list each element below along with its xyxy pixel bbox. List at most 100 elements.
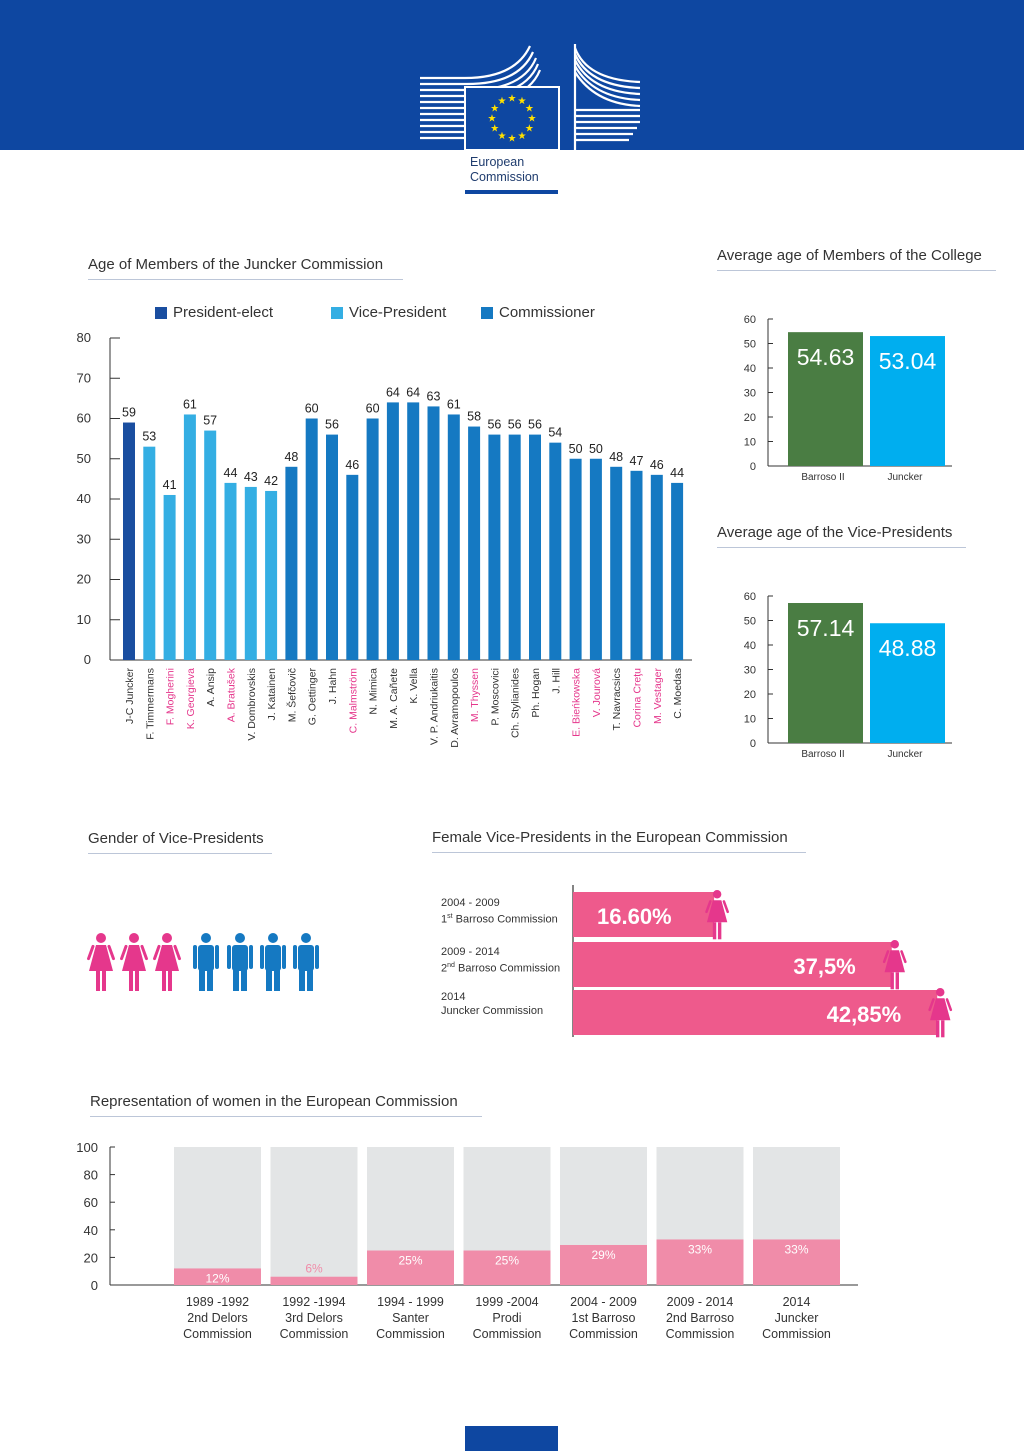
women-category-label: Juncker	[775, 1311, 819, 1325]
age-value-label: 42	[264, 474, 278, 488]
women-category-label: 2nd Barroso	[666, 1311, 734, 1325]
avg-age-college-chart: 0 10 20 30 40 50 60 54.63 Barroso II 53.04 Juncker	[744, 314, 952, 483]
person-torso	[198, 945, 214, 971]
avg-value-label: 57.14	[797, 615, 855, 641]
age-value-label: 50	[569, 442, 583, 456]
person-arm	[140, 944, 148, 961]
women-value-label: 29%	[591, 1248, 615, 1262]
eu-star: ★	[488, 114, 497, 125]
person-torso	[265, 945, 281, 971]
age-bar	[285, 466, 298, 660]
fvp-value-label: 16.60%	[597, 904, 672, 929]
eu-star: ★	[518, 96, 527, 107]
age-value-label: 56	[508, 418, 522, 432]
women-category-label: Prodi	[492, 1311, 521, 1325]
eu-star: ★	[525, 124, 534, 135]
person-dress	[930, 998, 951, 1021]
member-name-label: M. Vestager	[652, 668, 664, 725]
women-category-label: Commission	[666, 1327, 735, 1341]
logo-wordmark: European Commission	[470, 155, 539, 185]
fvp-commission-name: Barroso Commission	[457, 962, 561, 975]
person-leg	[207, 969, 213, 991]
member-name-label: M. Thyssen	[469, 668, 481, 722]
member-name-label: D. Avramopoulos	[449, 668, 461, 748]
person-arm	[293, 945, 297, 969]
y-tick-label: 40	[77, 491, 91, 506]
women-bar	[753, 1239, 840, 1285]
y-tick-label: 60	[744, 314, 756, 326]
age-bar	[569, 458, 582, 660]
y-tick-label: 10	[744, 714, 756, 726]
women-representation-chart: 0 20 40 60 80 100 12% 1989 -1992 2nd Delors Commi…	[76, 1140, 858, 1341]
age-bar	[508, 434, 521, 660]
member-name-label: T. Navracsics	[611, 668, 623, 730]
y-tick-label: 40	[84, 1223, 98, 1238]
y-tick-label: 30	[744, 388, 756, 400]
avg-bar	[870, 623, 945, 743]
male-person-icon	[193, 933, 219, 991]
fvp-row-label: 2009 - 2014 2nd Barroso Commission	[441, 945, 560, 976]
avg-value-label: 53.04	[879, 348, 937, 374]
avg-category-label: Barroso II	[801, 749, 844, 760]
fvp-bar	[573, 942, 892, 987]
person-head	[268, 933, 278, 943]
person-arm	[705, 900, 712, 914]
avg-age-vp-title: Average age of the Vice-Presidents	[717, 524, 966, 548]
person-leg	[241, 969, 247, 991]
fvp-commission: Juncker Commission	[441, 1004, 543, 1018]
age-value-label: 54	[548, 426, 562, 440]
women-bar	[656, 1239, 744, 1285]
member-name-label: Corina Creţu	[632, 668, 644, 728]
women-category-label: 1st Barroso	[572, 1311, 636, 1325]
member-name-label: A. Ansip	[205, 668, 217, 707]
age-bar	[468, 426, 481, 660]
age-bar	[610, 466, 623, 660]
y-tick-label: 60	[77, 411, 91, 426]
logo-line-2: Commission	[470, 170, 539, 184]
person-leg	[233, 969, 239, 991]
age-value-label: 47	[630, 454, 644, 468]
age-bar	[386, 402, 399, 660]
european-commission-logo: ★ ★★★★★★★★★★★	[420, 44, 641, 151]
women-category-label: Commission	[280, 1327, 349, 1341]
y-tick-label: 50	[744, 339, 756, 351]
logo-line-1: European	[470, 155, 525, 169]
person-leg	[307, 969, 313, 991]
member-name-label: F. Mogherini	[165, 668, 177, 725]
age-bar	[244, 486, 257, 660]
age-bar	[407, 402, 420, 660]
women-category-label: Commission	[569, 1327, 638, 1341]
person-head	[201, 933, 211, 943]
age-value-label: 64	[386, 385, 400, 399]
female-person-icon	[153, 933, 181, 991]
person-dress	[706, 900, 728, 923]
member-name-label: V. Jourová	[591, 668, 603, 717]
avg-bar	[788, 603, 863, 743]
women-category-label: 2nd Delors	[187, 1311, 247, 1325]
age-value-label: 56	[528, 418, 542, 432]
member-name-label: E. Bieńkowska	[571, 668, 583, 737]
eu-star: ★	[490, 124, 499, 135]
fvp-female-icon	[882, 940, 907, 990]
eu-star: ★	[508, 94, 517, 105]
age-bar	[529, 434, 541, 660]
person-leg	[199, 969, 205, 991]
age-value-label: 60	[366, 402, 380, 416]
gender-vp-title: Gender of Vice-Presidents	[88, 830, 272, 854]
y-tick-label: 30	[744, 665, 756, 677]
member-name-label: P. Moscovici	[489, 668, 501, 726]
member-name-label: M. Šefčovič	[285, 668, 298, 722]
y-tick-label: 20	[744, 689, 756, 701]
member-name-label: Ph. Hogan	[530, 668, 542, 718]
person-head	[712, 890, 722, 899]
y-tick-label: 50	[744, 616, 756, 628]
member-name-label: V. P. Andriukaitis	[429, 668, 441, 745]
age-value-label: 60	[305, 402, 319, 416]
member-name-label: K. Vella	[408, 668, 420, 704]
age-value-label: 41	[163, 478, 177, 492]
age-value-label: 43	[244, 470, 258, 484]
eu-star: ★	[518, 131, 527, 142]
member-name-label: J. Hahn	[327, 668, 339, 704]
person-leg	[299, 969, 305, 991]
person-leg	[895, 972, 899, 990]
